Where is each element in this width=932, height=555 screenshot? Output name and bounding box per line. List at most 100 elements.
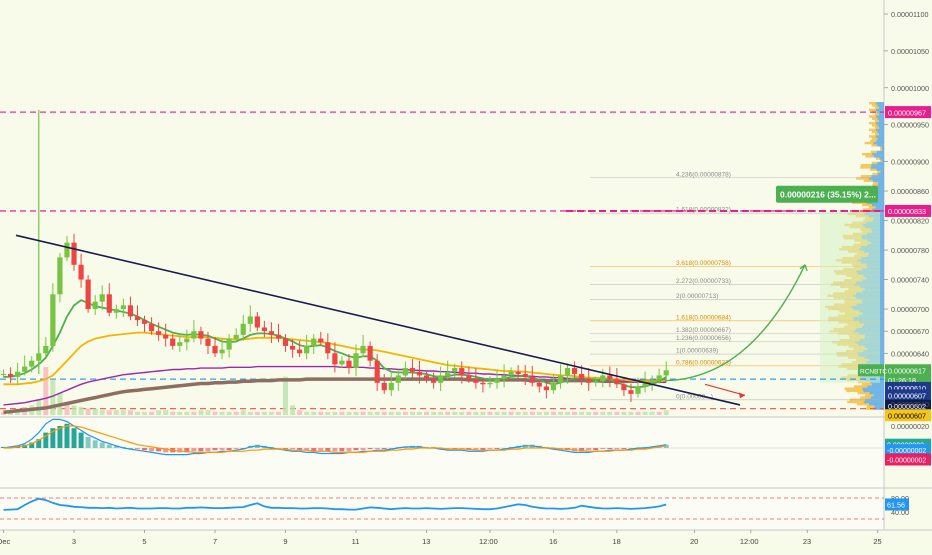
macd-histogram-bar xyxy=(388,448,394,449)
volume-bar xyxy=(614,411,620,415)
candle-body xyxy=(325,342,331,354)
volume-bar xyxy=(628,411,634,415)
volume-profile-bar-up xyxy=(866,405,875,408)
volume-bar xyxy=(127,410,133,415)
candle-body xyxy=(621,384,627,391)
volume-profile-bar-down xyxy=(876,168,884,171)
price-tick-label: 0.00000780 xyxy=(891,246,929,255)
price-tick-label: 0.00000820 xyxy=(891,217,929,226)
candle-body xyxy=(438,375,444,383)
volume-profile-bar-down xyxy=(872,197,884,200)
volume-profile-bar-down xyxy=(876,150,884,154)
macd-histogram-bar xyxy=(191,448,197,452)
candle-body xyxy=(628,390,634,394)
volume-bar xyxy=(64,402,70,415)
volume-profile-bar-up xyxy=(853,385,868,388)
volume-profile-bar-up xyxy=(871,161,878,165)
volume-bar xyxy=(367,411,373,415)
volume-bar xyxy=(480,411,486,415)
macd-histogram-bar xyxy=(149,448,155,452)
volume-bar xyxy=(233,411,239,415)
candle-body xyxy=(240,323,246,335)
price-badge-label: 01:26:18 xyxy=(888,376,916,385)
time-tick-label: 9 xyxy=(283,537,287,546)
candle-body xyxy=(50,294,56,346)
volume-bar xyxy=(374,411,380,415)
rsi-badge-label: 61.56 xyxy=(887,500,905,509)
macd-histogram-bar xyxy=(367,448,373,450)
candle-body xyxy=(57,257,63,295)
volume-bar xyxy=(445,411,451,415)
candle-body xyxy=(64,242,70,258)
candle-body xyxy=(529,376,535,383)
volume-profile-bar-down xyxy=(871,203,884,207)
macd-histogram-bar xyxy=(607,448,613,450)
candle-body xyxy=(395,375,401,383)
macd-pane: 0.000000400.000000200.00000003-0.0000000… xyxy=(0,400,931,466)
candle-body xyxy=(374,360,380,383)
candle-body xyxy=(494,379,500,383)
macd-histogram-bar xyxy=(92,440,98,448)
volume-profile-bar-down xyxy=(871,383,884,386)
time-axis: Dec 3 5 7 9 11 13 12:00 16 18 20 12:00 23 25 xyxy=(0,530,882,546)
volume-bar xyxy=(459,411,465,415)
candle-body xyxy=(92,301,98,310)
price-badge xyxy=(885,389,931,402)
candle-body xyxy=(106,294,112,313)
rsi-badge xyxy=(885,498,909,511)
volume-profile-bar-down xyxy=(877,161,884,165)
price-tick-label: 0.00000740 xyxy=(891,276,929,285)
volume-bar xyxy=(184,411,190,415)
volume-profile-bar-up xyxy=(872,130,878,134)
candle-body xyxy=(339,360,345,365)
price-badge-label: 0.00000617 xyxy=(888,366,926,375)
volume-profile-bar-up xyxy=(872,117,878,120)
macd-histogram-bar xyxy=(113,445,119,448)
volume-profile-bar-down xyxy=(873,155,884,158)
volume-bar xyxy=(635,411,641,415)
volume-profile-bar-up xyxy=(860,164,872,167)
volume-bar xyxy=(254,411,260,415)
volume-profile-bar-down xyxy=(871,175,884,178)
volume-bar xyxy=(106,410,112,415)
rsi-pane: 80.0040.0061.56 xyxy=(0,494,909,520)
candle-body xyxy=(0,373,7,376)
time-tick-label: 25 xyxy=(873,537,881,546)
time-tick-label: 5 xyxy=(142,537,146,546)
candle-body xyxy=(43,345,49,354)
macd-tick-label: 0.00000040 xyxy=(891,400,929,409)
macd-histogram-bar xyxy=(29,442,35,448)
candle-body xyxy=(550,382,557,391)
macd-histogram-bar xyxy=(43,432,49,448)
volume-profile-bar-down xyxy=(875,128,884,132)
volume-profile-bar-up xyxy=(869,108,876,112)
candle-body xyxy=(127,305,134,317)
volume-profile-bar-up xyxy=(869,121,876,125)
volume-bar xyxy=(290,405,296,415)
volume-profile-bar-up xyxy=(870,139,877,143)
volume-bar xyxy=(600,411,606,415)
volume-profile-bar-up xyxy=(872,172,878,176)
macd-tick-label: 0.00000020 xyxy=(891,422,929,431)
candle-body xyxy=(522,373,528,377)
volume-profile-bar-down xyxy=(876,194,884,198)
macd-histogram-bar xyxy=(134,448,140,450)
volume-bar xyxy=(586,411,592,415)
macd-histogram-bar xyxy=(346,448,352,452)
volume-bar xyxy=(339,411,345,415)
volume-profile-bar-up xyxy=(865,394,874,397)
macd-histogram-bar xyxy=(71,428,77,448)
volume-profile-bar-down xyxy=(875,102,884,105)
candle-body xyxy=(367,345,373,361)
volume-profile-bar-down xyxy=(863,400,884,404)
volume-bar xyxy=(473,411,479,415)
candle-body xyxy=(649,379,655,383)
volume-profile-bar-up xyxy=(871,144,878,147)
volume-bar xyxy=(304,411,310,415)
volume-bar xyxy=(663,410,669,415)
volume-profile-bar-down xyxy=(867,385,884,388)
volume-profile-bar-down xyxy=(875,192,884,196)
volume-profile-bar-down xyxy=(873,407,884,410)
